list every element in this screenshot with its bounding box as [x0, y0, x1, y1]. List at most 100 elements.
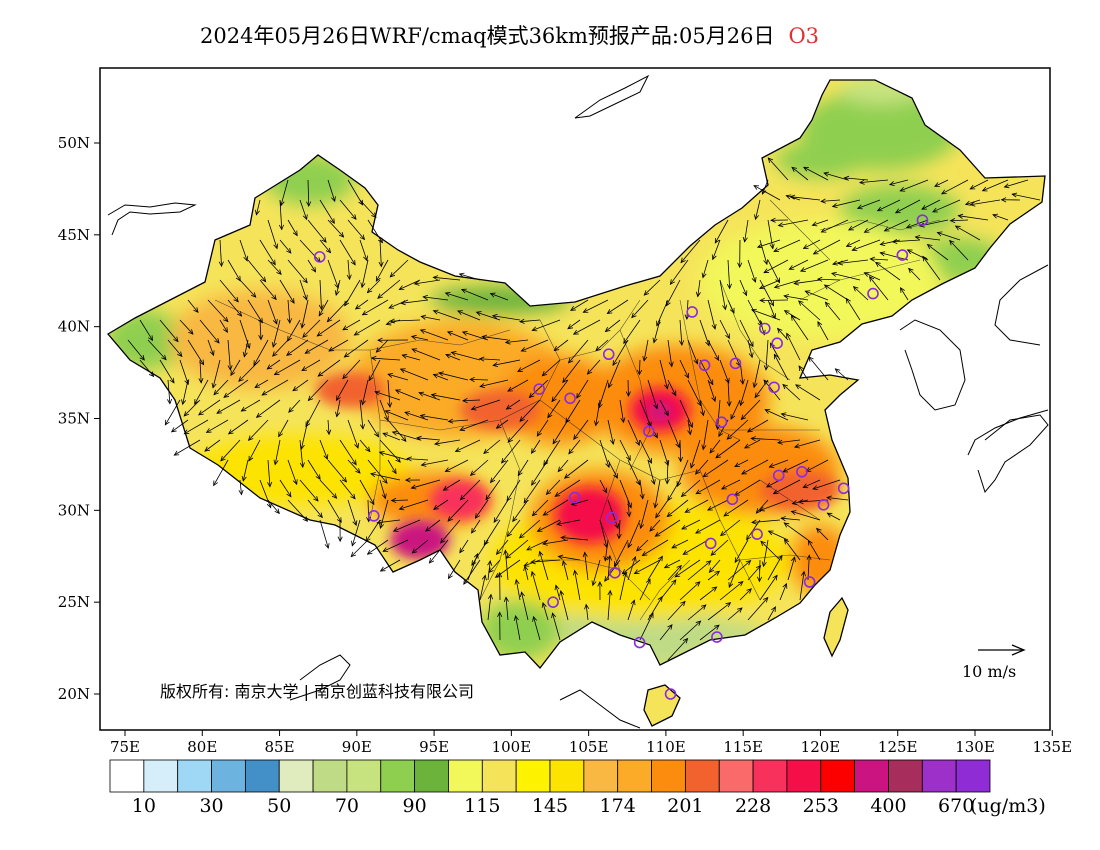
- wind-arrow: [639, 439, 652, 464]
- wind-arrow: [763, 379, 781, 401]
- wind-arrowhead: [450, 351, 457, 356]
- wind-arrow: [791, 166, 809, 181]
- wind-arrowhead: [899, 287, 905, 293]
- wind-arrowhead: [444, 291, 451, 297]
- wind-arrowhead: [481, 334, 488, 340]
- wind-arrow: [848, 219, 869, 231]
- wind-arrow: [908, 268, 921, 281]
- wind-arrowhead: [981, 186, 988, 192]
- wind-arrowhead: [551, 396, 557, 403]
- wind-arrow: [699, 586, 717, 601]
- wind-arrowhead: [637, 369, 643, 376]
- wind-arrowhead: [315, 474, 321, 481]
- wind-arrowhead: [167, 398, 173, 405]
- wind-arrowhead: [768, 463, 775, 468]
- wind-arrow: [400, 299, 429, 304]
- wind-arrow: [564, 459, 589, 479]
- wind-arrow: [416, 437, 441, 441]
- wind-arrow: [585, 604, 589, 621]
- wind-arrowhead: [567, 324, 573, 330]
- wind-arrow: [392, 431, 421, 441]
- wind-arrow: [411, 479, 441, 489]
- wind-arrowhead: [767, 530, 774, 536]
- wind-arrow: [299, 279, 308, 300]
- wind-arrowhead: [671, 579, 677, 585]
- wind-arrow: [647, 596, 663, 621]
- wind-arrowhead: [261, 390, 268, 396]
- wind-arrow: [690, 439, 701, 468]
- wind-arrowhead: [714, 570, 721, 576]
- wind-arrow: [256, 199, 261, 215]
- wind-arrowhead: [748, 352, 754, 359]
- colorbar-swatch: [414, 759, 449, 793]
- wind-arrow: [707, 570, 720, 581]
- wind-arrowhead: [636, 546, 642, 552]
- wind-arrow: [216, 399, 241, 414]
- wind-arrow: [228, 419, 249, 435]
- wind-arrowhead: [519, 416, 525, 423]
- wind-arrowhead: [622, 571, 628, 578]
- wind-arrowhead: [355, 468, 361, 474]
- wind-arrowhead: [317, 371, 324, 377]
- wind-arrowhead: [369, 472, 376, 478]
- wind-arrowhead: [777, 222, 784, 228]
- wind-arrow: [242, 459, 249, 481]
- wind-arrowhead: [788, 265, 795, 270]
- wind-arrowhead: [926, 243, 933, 250]
- wind-arrow: [800, 259, 829, 272]
- wind-arrowhead: [292, 230, 298, 237]
- wind-arrowhead: [432, 373, 439, 379]
- wind-arrow: [679, 359, 689, 379]
- wind-arrowhead: [399, 368, 406, 374]
- wind-arrowhead: [607, 554, 613, 561]
- wind-arrow: [433, 499, 449, 510]
- wind-arrow: [379, 451, 409, 461]
- wind-arrow: [171, 419, 189, 433]
- wind-arrowhead: [725, 333, 730, 340]
- wind-arrowhead: [326, 429, 332, 436]
- wind-arrow: [287, 319, 301, 342]
- wind-arrow: [390, 319, 421, 322]
- wind-arrow: [674, 559, 701, 578]
- wind-arrow: [139, 359, 154, 377]
- wind-arrowhead: [905, 223, 912, 229]
- wind-arrow: [699, 319, 710, 346]
- wind-arrowhead: [631, 312, 637, 319]
- wind-arrowhead: [360, 282, 366, 289]
- wind-arrow: [501, 439, 521, 464]
- wind-arrow: [598, 379, 609, 408]
- wind-arrow: [803, 239, 821, 249]
- wind-arrow: [759, 499, 789, 511]
- wind-arrowhead: [286, 248, 292, 254]
- wind-arrow: [795, 384, 821, 401]
- wind-arrow: [607, 590, 611, 621]
- wind-arrowhead: [852, 286, 859, 292]
- wind-arrowhead: [387, 402, 393, 408]
- wind-arrow: [239, 239, 248, 261]
- wind-arrowhead: [238, 376, 244, 382]
- wind-arrow: [399, 279, 421, 290]
- wind-arrow: [906, 219, 929, 228]
- wind-arrowhead: [530, 559, 536, 565]
- wind-arrow: [319, 279, 322, 310]
- wind-arrow: [460, 479, 481, 501]
- wind-arrowhead: [227, 429, 234, 435]
- lat-tick-label: 50N: [58, 134, 90, 152]
- lon-tick-label: 90E: [342, 738, 372, 756]
- wind-arrow: [805, 290, 829, 301]
- wind-arrow: [339, 199, 357, 220]
- wind-arrow: [824, 284, 849, 301]
- wind-arrow: [769, 459, 789, 468]
- wind-arrow: [425, 519, 441, 532]
- wind-arrow: [599, 519, 608, 548]
- wind-arrow: [666, 499, 689, 517]
- wind-arrowhead: [318, 304, 324, 311]
- wind-arrowhead: [613, 473, 618, 479]
- wind-arrowhead: [554, 491, 561, 497]
- wind-arrowhead: [374, 390, 381, 396]
- wind-arrowhead: [711, 396, 717, 403]
- wind-arrow: [487, 560, 491, 581]
- wind-arrowhead: [363, 255, 368, 262]
- wind-arrow: [368, 359, 381, 381]
- wind-arrow: [900, 287, 909, 301]
